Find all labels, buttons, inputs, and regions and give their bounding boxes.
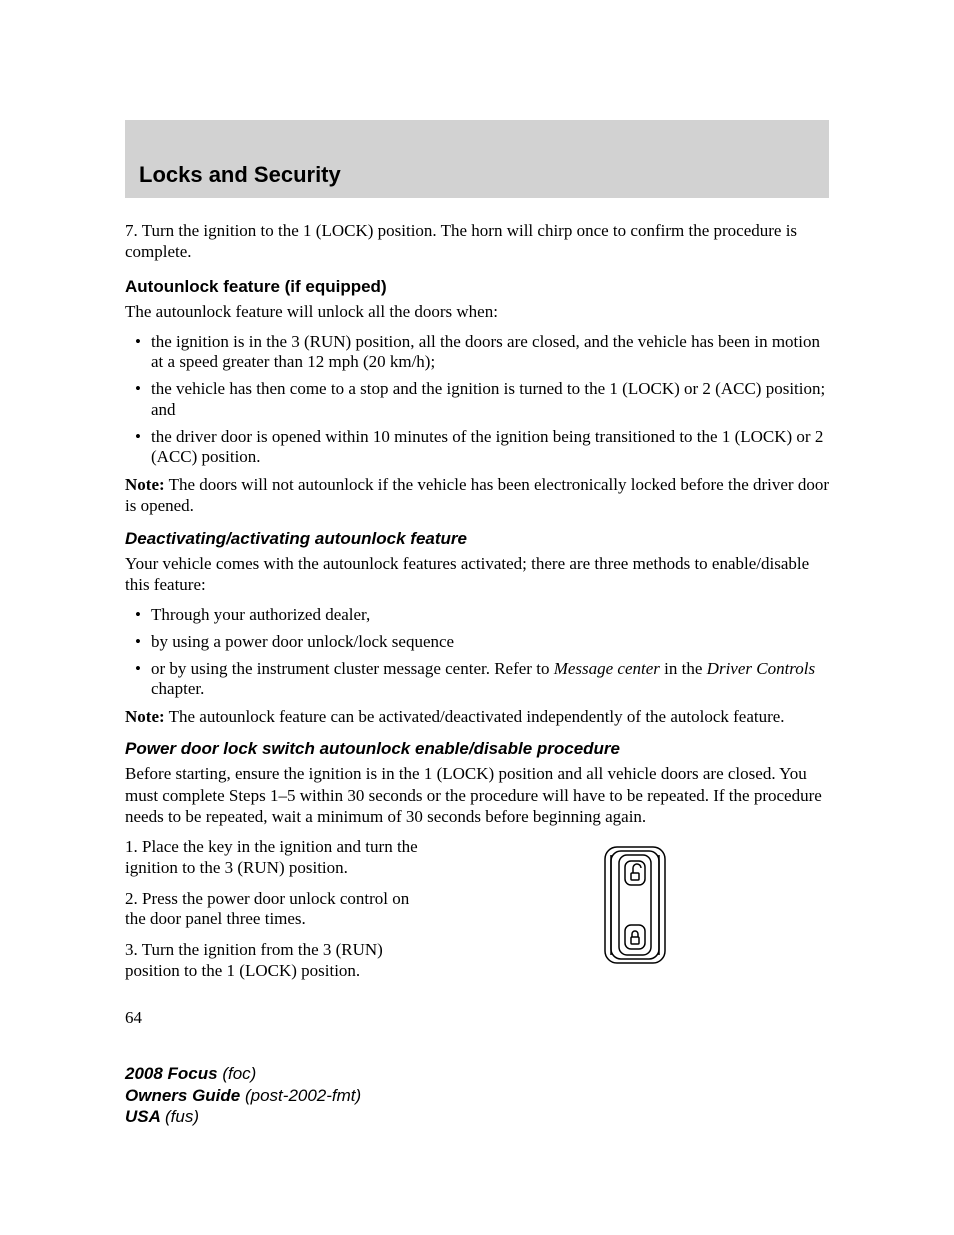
note-text: The doors will not autounlock if the veh… bbox=[125, 475, 829, 515]
list-item: the driver door is opened within 10 minu… bbox=[125, 427, 829, 468]
door-lock-switch-figure bbox=[440, 837, 829, 991]
note-label: Note: bbox=[125, 707, 165, 726]
footer-region: USA bbox=[125, 1107, 165, 1126]
section-title: Locks and Security bbox=[139, 162, 815, 188]
deactivating-bullets: Through your authorized dealer, by using… bbox=[125, 605, 829, 700]
footer-block: 2008 Focus (foc) Owners Guide (post-2002… bbox=[125, 1063, 361, 1127]
list-item: the vehicle has then come to a stop and … bbox=[125, 379, 829, 420]
footer-line-1: 2008 Focus (foc) bbox=[125, 1063, 361, 1084]
deactivating-lead: Your vehicle comes with the autounlock f… bbox=[125, 553, 829, 596]
procedure-step-1: 1. Place the key in the ignition and tur… bbox=[125, 837, 420, 878]
page: Locks and Security 7. Turn the ignition … bbox=[0, 0, 954, 1235]
footer-model-code: (foc) bbox=[222, 1064, 256, 1083]
footer-guide-code: (post-2002-fmt) bbox=[245, 1086, 361, 1105]
ref-message-center: Message center bbox=[554, 659, 660, 678]
footer-guide: Owners Guide bbox=[125, 1086, 245, 1105]
list-item: the ignition is in the 3 (RUN) position,… bbox=[125, 332, 829, 373]
page-number: 64 bbox=[125, 1008, 829, 1028]
section-header-band: Locks and Security bbox=[125, 120, 829, 198]
bullet-text: chapter. bbox=[151, 679, 204, 698]
deactivating-note: Note: The autounlock feature can be acti… bbox=[125, 706, 829, 727]
step-7-text: 7. Turn the ignition to the 1 (LOCK) pos… bbox=[125, 220, 829, 263]
deactivating-heading: Deactivating/activating autounlock featu… bbox=[125, 529, 829, 549]
procedure-lead: Before starting, ensure the ignition is … bbox=[125, 763, 829, 827]
procedure-steps-column: 1. Place the key in the ignition and tur… bbox=[125, 837, 420, 991]
procedure-heading: Power door lock switch autounlock enable… bbox=[125, 739, 829, 759]
note-text: The autounlock feature can be activated/… bbox=[165, 707, 785, 726]
autounlock-lead: The autounlock feature will unlock all t… bbox=[125, 301, 829, 322]
procedure-row: 1. Place the key in the ignition and tur… bbox=[125, 837, 829, 991]
ref-driver-controls: Driver Controls bbox=[707, 659, 815, 678]
bullet-text: or by using the instrument cluster messa… bbox=[151, 659, 554, 678]
footer-line-3: USA (fus) bbox=[125, 1106, 361, 1127]
footer-line-2: Owners Guide (post-2002-fmt) bbox=[125, 1085, 361, 1106]
autounlock-bullets: the ignition is in the 3 (RUN) position,… bbox=[125, 332, 829, 468]
footer-model: 2008 Focus bbox=[125, 1064, 222, 1083]
procedure-step-3: 3. Turn the ignition from the 3 (RUN) po… bbox=[125, 940, 420, 981]
bullet-text: in the bbox=[660, 659, 707, 678]
list-item: or by using the instrument cluster messa… bbox=[125, 659, 829, 700]
procedure-step-2: 2. Press the power door unlock control o… bbox=[125, 889, 420, 930]
footer-region-code: (fus) bbox=[165, 1107, 199, 1126]
door-lock-switch-icon bbox=[603, 841, 667, 969]
list-item: by using a power door unlock/lock sequen… bbox=[125, 632, 829, 653]
note-label: Note: bbox=[125, 475, 165, 494]
list-item: Through your authorized dealer, bbox=[125, 605, 829, 626]
autounlock-note: Note: The doors will not autounlock if t… bbox=[125, 474, 829, 517]
autounlock-heading: Autounlock feature (if equipped) bbox=[125, 277, 829, 297]
